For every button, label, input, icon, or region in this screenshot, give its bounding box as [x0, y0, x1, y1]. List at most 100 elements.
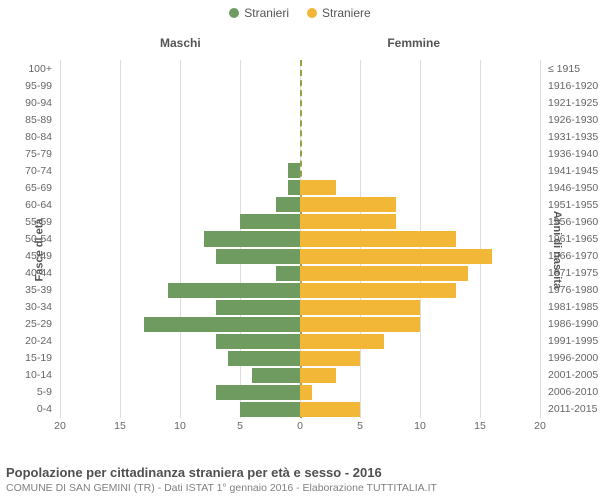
birth-year-label: 1981-1985 — [548, 301, 598, 313]
male-bar — [288, 163, 300, 178]
chart-area: Maschi Femmine 100+≤ 191595-991916-19209… — [60, 36, 540, 436]
pyramid-row: 95-991916-1920 — [60, 77, 540, 94]
age-label: 40-44 — [25, 267, 52, 279]
birth-year-label: 1971-1975 — [548, 267, 598, 279]
x-tick-label: 10 — [174, 420, 186, 432]
age-label: 30-34 — [25, 301, 52, 313]
male-bar — [228, 351, 300, 366]
female-bar — [300, 214, 396, 229]
birth-year-label: 1941-1945 — [548, 165, 598, 177]
female-bar — [300, 231, 456, 246]
footer-subtitle: COMUNE DI SAN GEMINI (TR) - Dati ISTAT 1… — [6, 482, 594, 494]
male-bar — [216, 249, 300, 264]
age-label: 95-99 — [25, 80, 52, 92]
birth-year-label: 2001-2005 — [548, 369, 598, 381]
female-bar — [300, 266, 468, 281]
pyramid-row: 80-841931-1935 — [60, 128, 540, 145]
female-bar — [300, 283, 456, 298]
birth-year-label: 1946-1950 — [548, 182, 598, 194]
age-label: 90-94 — [25, 97, 52, 109]
birth-year-label: 1921-1925 — [548, 97, 598, 109]
birth-year-label: 1966-1970 — [548, 250, 598, 262]
female-column-title: Femmine — [387, 36, 440, 50]
male-bar — [276, 266, 300, 281]
pyramid-row: 0-42011-2015 — [60, 401, 540, 418]
birth-year-label: 1961-1965 — [548, 233, 598, 245]
birth-year-label: 1936-1940 — [548, 148, 598, 160]
x-tick-label: 0 — [297, 420, 303, 432]
age-label: 10-14 — [25, 369, 52, 381]
pyramid-row: 45-491966-1970 — [60, 248, 540, 265]
male-bar — [276, 197, 300, 212]
age-label: 80-84 — [25, 131, 52, 143]
age-label: 35-39 — [25, 284, 52, 296]
age-label: 20-24 — [25, 335, 52, 347]
birth-year-label: 2011-2015 — [548, 403, 597, 415]
age-label: 45-49 — [25, 250, 52, 262]
birth-year-label: 1951-1955 — [548, 199, 598, 211]
pyramid-row: 25-291986-1990 — [60, 316, 540, 333]
female-bar — [300, 300, 420, 315]
legend-label-male: Stranieri — [244, 6, 289, 20]
pyramid-row: 90-941921-1925 — [60, 94, 540, 111]
birth-year-label: 1991-1995 — [548, 335, 598, 347]
age-label: 75-79 — [25, 148, 52, 160]
birth-year-label: 1996-2000 — [548, 352, 598, 364]
age-label: 0-4 — [37, 403, 52, 415]
male-bar — [240, 402, 300, 417]
pyramid-row: 100+≤ 1915 — [60, 60, 540, 77]
pyramid-row: 40-441971-1975 — [60, 265, 540, 282]
pyramid-row: 70-741941-1945 — [60, 162, 540, 179]
male-bar — [216, 300, 300, 315]
legend-item-male: Stranieri — [229, 6, 289, 20]
male-bar — [168, 283, 300, 298]
pyramid-row: 75-791936-1940 — [60, 145, 540, 162]
pyramid-row: 35-391976-1980 — [60, 282, 540, 299]
male-bar — [204, 231, 300, 246]
legend: Stranieri Straniere — [0, 0, 600, 20]
female-bar — [300, 249, 492, 264]
age-label: 15-19 — [25, 352, 52, 364]
age-label: 85-89 — [25, 114, 52, 126]
pyramid-row: 55-591956-1960 — [60, 213, 540, 230]
age-label: 65-69 — [25, 182, 52, 194]
birth-year-label: 1916-1920 — [548, 80, 598, 92]
grid-line — [540, 60, 541, 418]
legend-label-female: Straniere — [322, 6, 371, 20]
male-column-title: Maschi — [160, 36, 201, 50]
birth-year-label: 1956-1960 — [548, 216, 598, 228]
pyramid-row: 50-541961-1965 — [60, 230, 540, 247]
birth-year-label: 1986-1990 — [548, 318, 598, 330]
age-label: 50-54 — [25, 233, 52, 245]
male-bar — [216, 385, 300, 400]
age-label: 55-59 — [25, 216, 52, 228]
x-tick-label: 5 — [357, 420, 363, 432]
pyramid-row: 15-191996-2000 — [60, 350, 540, 367]
x-tick-label: 5 — [237, 420, 243, 432]
female-swatch — [307, 8, 317, 18]
female-bar — [300, 368, 336, 383]
birth-year-label: 1976-1980 — [548, 284, 598, 296]
x-tick-label: 15 — [474, 420, 486, 432]
pyramid-rows: 100+≤ 191595-991916-192090-941921-192585… — [60, 60, 540, 418]
x-axis-labels: 201510505101520 — [60, 420, 540, 436]
age-label: 25-29 — [25, 318, 52, 330]
x-tick-label: 20 — [534, 420, 546, 432]
female-bar — [300, 351, 360, 366]
pyramid-row: 60-641951-1955 — [60, 196, 540, 213]
birth-year-label: ≤ 1915 — [548, 63, 580, 75]
age-label: 70-74 — [25, 165, 52, 177]
pyramid-row: 20-241991-1995 — [60, 333, 540, 350]
female-bar — [300, 402, 360, 417]
chart-footer: Popolazione per cittadinanza straniera p… — [6, 465, 594, 494]
pyramid-row: 85-891926-1930 — [60, 111, 540, 128]
age-label: 5-9 — [37, 386, 52, 398]
age-label: 60-64 — [25, 199, 52, 211]
female-bar — [300, 334, 384, 349]
male-bar — [288, 180, 300, 195]
pyramid-row: 5-92006-2010 — [60, 384, 540, 401]
male-bar — [144, 317, 300, 332]
female-bar — [300, 180, 336, 195]
female-bar — [300, 385, 312, 400]
pyramid-row: 30-341981-1985 — [60, 299, 540, 316]
